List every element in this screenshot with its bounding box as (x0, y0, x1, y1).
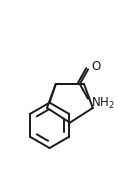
Text: O: O (91, 60, 100, 73)
Text: NH$_2$: NH$_2$ (91, 96, 115, 111)
